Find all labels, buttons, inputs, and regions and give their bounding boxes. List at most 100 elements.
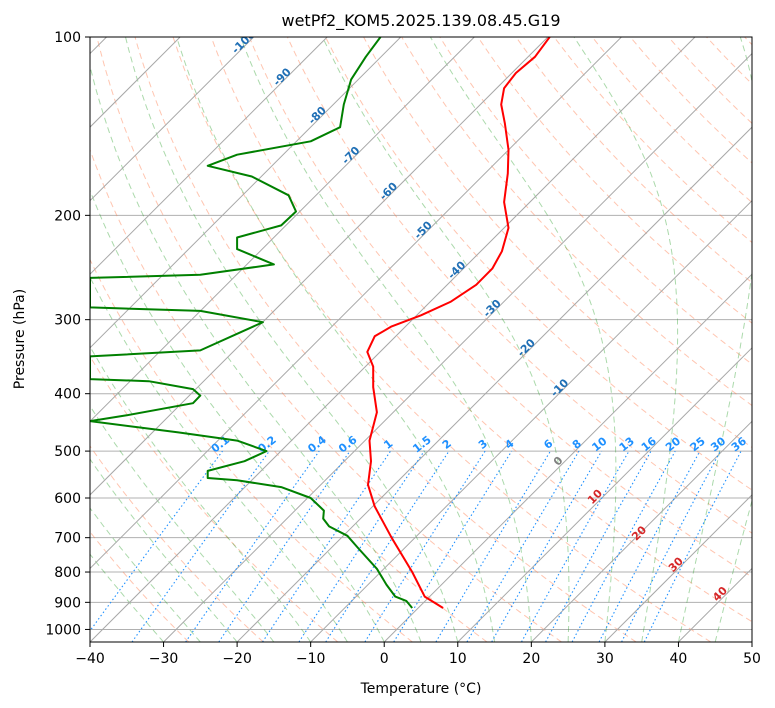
dry-adiabat-line — [90, 148, 488, 642]
x-axis: −40 −30 −20 −10 0 10 20 30 40 50 — [75, 642, 761, 667]
x-tick-label: −20 — [222, 651, 252, 667]
dry-adiabat-line — [90, 355, 339, 642]
isotherm-line — [90, 37, 402, 349]
mixing-ratio-line — [90, 450, 223, 632]
y-tick-label: 1000 — [45, 622, 81, 638]
isotherm-line — [90, 37, 696, 642]
moist-adiabat-line — [90, 188, 385, 642]
dry-adiabat-line — [477, 37, 752, 324]
isotherm-label: -30 — [481, 297, 504, 320]
chart-title: wetPf2_KOM5.2025.139.08.45.G19 — [281, 11, 560, 31]
dry-adiabat-line — [629, 37, 752, 164]
moist-adiabat-line — [125, 37, 459, 642]
mixing-ratio-line — [598, 450, 701, 642]
x-tick-label: 40 — [670, 651, 688, 667]
x-tick-label: 30 — [596, 651, 614, 667]
y-tick-label: 500 — [54, 444, 81, 460]
dry-adiabat-line — [96, 37, 562, 642]
x-tick-label: −30 — [149, 651, 179, 667]
x-tick-label: 20 — [522, 651, 540, 667]
mixing-ratio-line — [218, 450, 351, 642]
mixing-ratio-line — [185, 450, 320, 642]
dry-adiabat-line — [439, 37, 752, 365]
dry-adiabat-line — [668, 37, 752, 124]
isotherm-label: -40 — [445, 258, 468, 281]
data-lines — [90, 37, 551, 609]
isotherm-line — [751, 641, 752, 642]
isotherm-label: -100 — [229, 28, 258, 57]
dry-adiabat-line — [172, 37, 712, 642]
isotherm-line — [383, 273, 752, 642]
y-axis: 100 200 300 400 500 600 700 800 900 1000 — [45, 30, 90, 638]
mixing-ratio-line — [298, 450, 425, 642]
mixing-ratio-label: 1.5 — [410, 433, 433, 455]
dry-adiabat-line — [325, 37, 752, 491]
dry-adiabat-line — [591, 37, 752, 204]
thetae-label: 0 — [551, 454, 566, 469]
y-tick-label: 100 — [54, 30, 81, 46]
dry-adiabat-line — [553, 37, 752, 244]
x-tick-label: −10 — [296, 651, 326, 667]
mixing-ratio-line — [364, 450, 486, 642]
x-tick-label: 50 — [743, 651, 761, 667]
mixing-ratio-line — [545, 450, 652, 642]
dry-adiabat-line — [744, 37, 752, 46]
isotherm-line — [310, 199, 752, 642]
mixing-ratio-label: 2 — [440, 437, 454, 452]
mixing-ratio-label: 0.4 — [305, 433, 329, 455]
isotherm-label: -80 — [306, 104, 329, 127]
dry-adiabat-line — [515, 37, 752, 284]
x-tick-label: 10 — [449, 651, 467, 667]
isotherm-line — [90, 37, 475, 423]
dry-adiabat-line — [90, 445, 264, 642]
mixing-ratio-line — [435, 450, 551, 642]
dry-adiabat-line — [90, 531, 190, 642]
thetae-label: 10 — [585, 487, 605, 507]
isotherm-line — [90, 37, 255, 202]
moist-adiabat-line — [322, 37, 570, 642]
isotherm-line — [236, 126, 752, 642]
mixing-ratio-line — [325, 450, 450, 642]
moist-adiabat-line — [90, 507, 201, 642]
isotherm-line — [457, 347, 752, 642]
mixing-ratio-label: 0.6 — [336, 433, 360, 455]
isotherm-label: -70 — [339, 144, 362, 167]
y-tick-label: 800 — [54, 565, 81, 581]
mixing-ratio-line — [521, 450, 630, 642]
isotherm-line — [163, 52, 752, 642]
moist-adiabat-line — [90, 553, 164, 642]
dry-adiabat-line — [706, 37, 752, 85]
moist-adiabat-line — [90, 345, 312, 642]
dewpoint-line — [90, 37, 413, 609]
mixing-ratio-line — [571, 450, 676, 642]
dry-adiabat-line — [286, 37, 752, 534]
isotherm-label: -90 — [271, 65, 294, 88]
isotherm-line — [604, 494, 752, 642]
y-tick-label: 700 — [54, 531, 81, 547]
isotherm-line — [90, 37, 549, 496]
y-tick-label: 400 — [54, 387, 81, 403]
dry-adiabat-line — [90, 258, 413, 642]
mixing-ratio-line — [262, 450, 391, 642]
y-tick-label: 900 — [54, 595, 81, 611]
plot-frame — [89, 36, 753, 643]
mixing-ratio-line — [131, 450, 270, 642]
moist-adiabat-line — [90, 405, 275, 642]
isotherm-line — [530, 420, 752, 642]
moist-adiabat-line — [429, 37, 617, 642]
isotherm-line — [90, 37, 328, 275]
mixing-ratio-line — [643, 450, 742, 642]
y-tick-label: 300 — [54, 313, 81, 329]
isotherm-label: -60 — [377, 180, 400, 203]
isotherm-label: -50 — [412, 218, 435, 241]
temperature-line — [366, 37, 551, 609]
x-tick-label: 0 — [380, 651, 389, 667]
mixing-ratio-line — [466, 450, 580, 642]
dry-adiabat-line — [248, 37, 752, 578]
moist-adiabat-line — [240, 37, 532, 642]
y-axis-label: Pressure (hPa) — [12, 289, 28, 389]
x-tick-label: −40 — [75, 651, 105, 667]
x-axis-label: Temperature (°C) — [360, 681, 482, 697]
isotherm-label: -20 — [515, 336, 538, 359]
